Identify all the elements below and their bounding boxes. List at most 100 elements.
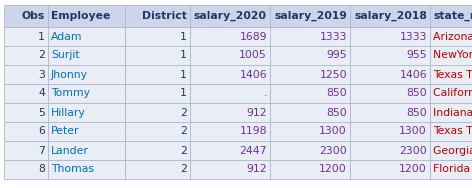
Bar [430, 141, 472, 160]
Bar [48, 160, 125, 179]
Text: 5: 5 [38, 108, 45, 118]
Bar [48, 27, 125, 46]
Bar [4, 122, 48, 141]
Text: 850: 850 [406, 89, 427, 99]
Bar [350, 65, 430, 84]
Bar [430, 46, 472, 65]
Text: state_name: state_name [433, 11, 472, 21]
Text: 2447: 2447 [239, 146, 267, 155]
Bar [4, 46, 48, 65]
Bar [270, 122, 350, 141]
Bar [48, 5, 125, 27]
Text: 850: 850 [326, 89, 347, 99]
Text: 4: 4 [38, 89, 45, 99]
Text: California CL: California CL [433, 89, 472, 99]
Bar [48, 141, 125, 160]
Bar [270, 46, 350, 65]
Text: 2: 2 [180, 108, 187, 118]
Text: 1: 1 [180, 70, 187, 80]
Text: District: District [142, 11, 187, 21]
Text: 2: 2 [180, 146, 187, 155]
Text: 1689: 1689 [239, 32, 267, 42]
Bar [430, 65, 472, 84]
Text: 2: 2 [180, 127, 187, 136]
Bar [190, 84, 270, 103]
Bar [350, 46, 430, 65]
Bar [4, 160, 48, 179]
Bar [48, 65, 125, 84]
Bar [190, 65, 270, 84]
Bar [125, 141, 190, 160]
Bar [125, 65, 190, 84]
Text: 1: 1 [180, 89, 187, 99]
Text: Jhonny: Jhonny [51, 70, 88, 80]
Text: 1300: 1300 [319, 127, 347, 136]
Bar [430, 27, 472, 46]
Bar [125, 84, 190, 103]
Text: Peter: Peter [51, 127, 79, 136]
Text: 6: 6 [38, 127, 45, 136]
Text: salary_2020: salary_2020 [194, 11, 267, 21]
Text: 850: 850 [406, 108, 427, 118]
Bar [48, 103, 125, 122]
Text: 1200: 1200 [399, 164, 427, 174]
Text: 1406: 1406 [239, 70, 267, 80]
Text: .: . [264, 89, 267, 99]
Text: Obs: Obs [22, 11, 45, 21]
Bar [48, 84, 125, 103]
Text: 2: 2 [180, 164, 187, 174]
Text: 1333: 1333 [320, 32, 347, 42]
Bar [190, 5, 270, 27]
Bar [125, 5, 190, 27]
Bar [125, 46, 190, 65]
Text: Adam: Adam [51, 32, 83, 42]
Bar [48, 46, 125, 65]
Bar [350, 84, 430, 103]
Text: Georgia GL: Georgia GL [433, 146, 472, 155]
Text: 912: 912 [246, 108, 267, 118]
Text: Thomas: Thomas [51, 164, 94, 174]
Text: 955: 955 [406, 51, 427, 61]
Bar [190, 46, 270, 65]
Bar [190, 27, 270, 46]
Text: 1406: 1406 [399, 70, 427, 80]
Text: 1: 1 [180, 32, 187, 42]
Bar [125, 103, 190, 122]
Bar [350, 122, 430, 141]
Text: Florida FL: Florida FL [433, 164, 472, 174]
Text: Hillary: Hillary [51, 108, 86, 118]
Bar [4, 103, 48, 122]
Text: salary_2019: salary_2019 [274, 11, 347, 21]
Text: salary_2018: salary_2018 [354, 11, 427, 21]
Bar [270, 141, 350, 160]
Bar [4, 84, 48, 103]
Text: 1: 1 [180, 51, 187, 61]
Bar [4, 27, 48, 46]
Bar [430, 103, 472, 122]
Bar [430, 160, 472, 179]
Text: Texas TX: Texas TX [433, 70, 472, 80]
Bar [350, 141, 430, 160]
Text: 1: 1 [38, 32, 45, 42]
Text: 850: 850 [326, 108, 347, 118]
Text: 2: 2 [38, 51, 45, 61]
Bar [350, 5, 430, 27]
Bar [350, 27, 430, 46]
Text: 995: 995 [326, 51, 347, 61]
Bar [350, 160, 430, 179]
Text: Tommy: Tommy [51, 89, 90, 99]
Text: NewYork NY: NewYork NY [433, 51, 472, 61]
Text: Lander: Lander [51, 146, 89, 155]
Bar [430, 84, 472, 103]
Text: 1333: 1333 [399, 32, 427, 42]
Bar [190, 122, 270, 141]
Bar [430, 122, 472, 141]
Bar [125, 27, 190, 46]
Text: 2300: 2300 [319, 146, 347, 155]
Text: Texas TX: Texas TX [433, 127, 472, 136]
Bar [270, 27, 350, 46]
Bar [48, 122, 125, 141]
Text: Employee: Employee [51, 11, 110, 21]
Text: 1250: 1250 [320, 70, 347, 80]
Text: 3: 3 [38, 70, 45, 80]
